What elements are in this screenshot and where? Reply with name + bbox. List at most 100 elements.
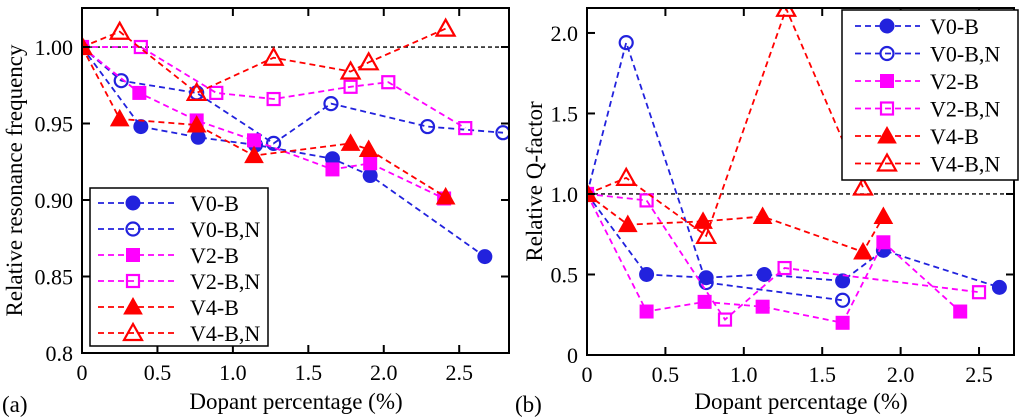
open-square-marker xyxy=(125,273,141,289)
legend-label: V4-B xyxy=(190,295,239,320)
x-tick-label: 0.5 xyxy=(652,362,680,387)
filled-triangle-marker xyxy=(123,296,143,315)
open-square-marker xyxy=(266,91,281,107)
series-line xyxy=(586,193,961,324)
series-line xyxy=(586,193,980,321)
x-tick-label: 2.0 xyxy=(370,360,398,385)
filled-triangle-marker xyxy=(435,186,456,205)
filled-square-marker xyxy=(755,299,770,314)
series-line xyxy=(81,46,504,145)
filled-circle-marker xyxy=(125,195,141,211)
open-triangle-marker xyxy=(185,81,208,102)
y-tick-label: 0.95 xyxy=(35,112,74,137)
legend-label: V0-B xyxy=(930,14,979,39)
open-triangle-marker xyxy=(876,152,898,172)
filled-square-marker xyxy=(126,248,140,262)
filled-square-marker xyxy=(247,133,262,148)
open-square-marker xyxy=(777,260,792,276)
open-triangle-marker xyxy=(357,51,380,71)
legend-entry-V2-B: V2-B xyxy=(98,243,239,268)
panel-a-tag: (a) xyxy=(2,392,28,417)
filled-square-marker xyxy=(639,304,654,319)
open-circle-marker xyxy=(113,73,129,89)
x-tick-label: 0 xyxy=(582,362,593,387)
legend-entry-V4-B: V4-B xyxy=(98,295,239,320)
filled-circle-marker xyxy=(756,266,772,282)
legend-label: V2-B,N xyxy=(930,97,1000,122)
filled-circle-marker xyxy=(835,273,851,289)
filled-triangle-marker xyxy=(617,214,638,233)
filled-circle-marker xyxy=(362,168,378,184)
open-circle-marker xyxy=(618,35,634,51)
y-tick-label: 0.8 xyxy=(46,341,74,366)
filled-circle-marker xyxy=(639,266,655,282)
legend-label: V2-B xyxy=(930,69,979,94)
filled-triangle-marker xyxy=(752,206,773,225)
series-line xyxy=(586,193,885,253)
y-tick-label: 0.90 xyxy=(35,188,74,213)
filled-triangle-marker xyxy=(693,211,713,229)
series-line xyxy=(82,46,466,129)
legend-entry-V0-B,N: V0-B,N xyxy=(98,217,260,242)
y-tick-label: 2.0 xyxy=(551,21,579,46)
open-square-marker xyxy=(381,75,396,90)
open-triangle-marker xyxy=(434,17,457,37)
open-square-marker xyxy=(209,85,224,101)
open-square-marker xyxy=(971,285,987,300)
series-line xyxy=(586,39,843,302)
x-axis-label: Dopant percentage (%) xyxy=(694,389,907,414)
y-tick-label: 1.00 xyxy=(35,35,74,60)
panel-b-tag: (b) xyxy=(515,392,542,417)
open-circle-marker xyxy=(698,274,714,291)
open-square-marker xyxy=(717,312,733,327)
x-tick-label: 0 xyxy=(77,360,88,385)
legend-label: V4-B,N xyxy=(190,321,260,346)
legend: V0-BV0-B,NV2-BV2-B,NV4-BV4-B,N xyxy=(841,9,1019,181)
legend-label: V0-B xyxy=(190,191,239,216)
open-triangle-marker xyxy=(615,166,638,186)
legend-label: V2-B xyxy=(190,243,239,268)
x-tick-label: 1.5 xyxy=(808,362,836,387)
x-tick-label: 2.5 xyxy=(445,360,473,385)
open-square-marker xyxy=(458,120,473,136)
filled-square-marker xyxy=(876,235,891,250)
filled-square-marker xyxy=(835,315,850,330)
filled-circle-marker xyxy=(879,18,895,34)
filled-square-marker xyxy=(697,294,712,309)
filled-circle-marker xyxy=(991,279,1007,295)
legend-box xyxy=(841,9,1019,181)
axes: 0 0.5 1.0 1.5 2.0 2.5 2.0 1.5 1.0 0.5 0 xyxy=(551,7,1015,387)
open-circle-marker xyxy=(125,221,141,237)
open-square-marker xyxy=(879,101,895,116)
x-tick-label: 0.5 xyxy=(144,360,172,385)
filled-circle-marker xyxy=(477,249,493,265)
x-tick-label: 1.5 xyxy=(295,360,323,385)
legend-entry-V0-B,N: V0-B,N xyxy=(855,42,1000,67)
filled-triangle-marker xyxy=(340,133,361,151)
legend-entry-V4-B,N: V4-B,N xyxy=(98,321,260,346)
y-tick-label: 1.5 xyxy=(551,101,579,126)
series-V2-B xyxy=(81,40,452,206)
series-line xyxy=(586,7,864,238)
series-V0-B xyxy=(586,186,1007,295)
y-tick-label: 1.0 xyxy=(551,182,579,207)
legend-label: V4-B xyxy=(930,124,979,149)
filled-square-marker xyxy=(953,304,968,319)
open-circle-marker xyxy=(879,45,895,62)
legend-entry-V0-B: V0-B xyxy=(855,14,979,39)
open-square-marker xyxy=(639,193,654,208)
legend-entry-V2-B: V2-B xyxy=(855,69,979,94)
legend-entry-V2-B,N: V2-B,N xyxy=(855,97,1000,122)
panel-a: 0 0.5 1.0 1.5 2.0 2.5 1.00 0.95 0.90 0.85 0.8 Dopan… xyxy=(2,7,510,414)
legend-entry-V0-B: V0-B xyxy=(98,191,239,216)
x-tick-label: 2.0 xyxy=(887,362,915,387)
x-tick-label: 2.5 xyxy=(965,362,993,387)
y-axis-label: Relative Q-factor xyxy=(522,101,547,262)
filled-square-marker xyxy=(325,162,340,177)
legend: V0-BV0-B,NV2-BV2-B,NV4-BV4-B,N xyxy=(89,187,269,347)
series-V0-B,N xyxy=(586,35,851,308)
open-triangle-marker xyxy=(852,176,874,196)
legend-label: V0-B,N xyxy=(930,42,1000,67)
filled-triangle-marker xyxy=(358,139,379,158)
x-tick-label: 1.0 xyxy=(219,360,247,385)
